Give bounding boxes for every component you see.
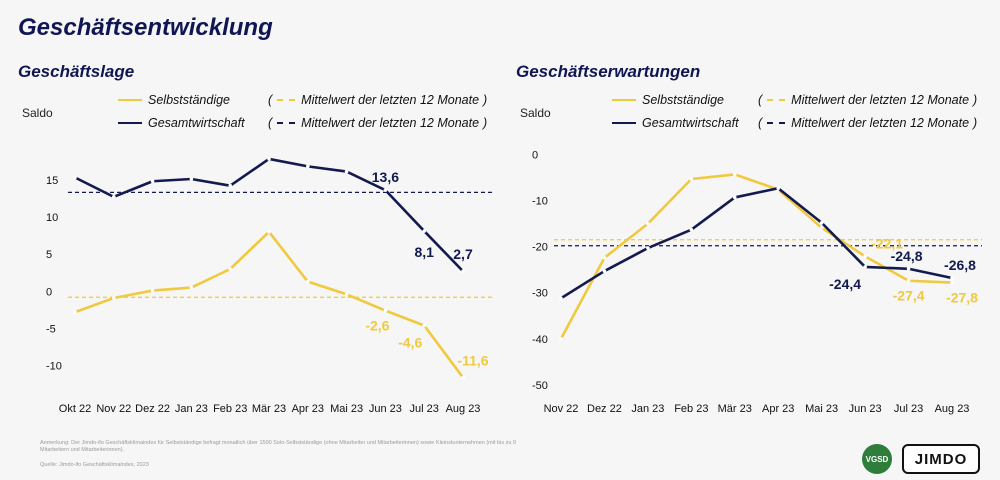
x-tick-label: Jul 23 (410, 403, 439, 415)
data-label: 2,7 (453, 246, 473, 262)
legend-avg-economy: ( Mittelwert der letzten 12 Monate ) (758, 116, 977, 130)
legend-swatch-economy (118, 122, 142, 124)
legend-avg-economy: ( Mittelwert der letzten 12 Monate ) (268, 116, 487, 130)
legend-paren-close: ) (483, 116, 488, 130)
legend-swatch-economy (612, 122, 636, 124)
data-label: 8,1 (414, 244, 434, 260)
legend-paren-open: ( (268, 116, 273, 130)
x-tick-label: Jun 23 (369, 403, 402, 415)
data-point-economy (189, 177, 194, 181)
data-point-self (306, 279, 310, 284)
footnote: Anmerkung: Der Jimdo-ifo Geschäftsklimai… (40, 440, 516, 453)
legend-paren-open: ( (268, 93, 273, 107)
data-label: -11,6 (457, 353, 488, 369)
legend-dash-self (767, 99, 786, 101)
y-tick-label: 0 (46, 286, 52, 298)
x-tick-label: Apr 23 (292, 403, 324, 415)
x-tick-label: Mär 23 (252, 403, 286, 415)
legend-paren-close: ) (973, 93, 978, 107)
data-point-economy (461, 269, 465, 274)
y-tick-label: -5 (46, 324, 56, 336)
vgsd-logo: VGSD (862, 444, 892, 474)
legend-paren-close: ) (483, 93, 488, 107)
data-point-self (422, 323, 427, 328)
legend-paren-close: ) (973, 116, 978, 130)
x-tick-label: Jan 23 (175, 403, 208, 415)
data-label: -2,6 (365, 318, 389, 334)
data-point-economy (150, 179, 155, 184)
data-point-self (344, 292, 349, 297)
y-tick-label: -10 (46, 361, 62, 373)
legend-paren-open: ( (758, 116, 763, 130)
legend-avg-label: Mittelwert der letzten 12 Monate (791, 93, 970, 107)
data-point-economy (344, 169, 349, 174)
data-point-economy (73, 175, 77, 180)
chart-title-geschaeftserwartungen: Geschäftserwartungen (516, 62, 701, 81)
legend-entry-self: Selbstständige ( Mittelwert der letzten … (612, 91, 977, 109)
x-tick-label: Mai 23 (330, 403, 363, 415)
data-point-self (73, 310, 77, 314)
legend-avg-label: Mittelwert der letzten 12 Monate (791, 116, 970, 130)
data-point-self (383, 308, 388, 313)
data-point-self (267, 230, 271, 234)
legend-avg-label: Mittelwert der letzten 12 Monate (301, 93, 480, 107)
data-point-self (461, 375, 465, 380)
legend-entry-economy: Gesamtwirtschaft ( Mittelwert der letzte… (612, 114, 977, 132)
legend-right: Selbstständige ( Mittelwert der letzten … (612, 91, 977, 137)
page-title: Geschäftsentwicklung (18, 14, 273, 41)
series-line-economy (74, 157, 464, 273)
legend-dash-self (277, 99, 296, 101)
data-point-economy (112, 195, 116, 199)
chart-title-geschaeftslage: Geschäftslage (18, 62, 135, 81)
data-point-self (228, 267, 232, 271)
y-tick-label: 10 (46, 212, 58, 224)
x-tick-label: Nov 22 (96, 403, 131, 415)
data-point-economy (422, 229, 427, 233)
data-point-self (189, 285, 194, 290)
x-tick-label: Aug 23 (446, 403, 481, 415)
y-tick-label: 5 (46, 249, 52, 261)
y-axis-label-left: Saldo (22, 106, 53, 120)
data-point-economy (267, 157, 271, 161)
legend-avg-label: Mittelwert der letzten 12 Monate (301, 116, 480, 130)
x-tick-label: Feb 23 (213, 403, 247, 415)
source-note: Quelle: Jimdo-ifo Geschäftsklimaindex, 2… (40, 462, 149, 468)
x-tick-label: Dez 22 (135, 403, 170, 415)
y-axis-label-right: Saldo (520, 106, 551, 120)
data-point-economy (383, 188, 388, 192)
legend-entry-self: Selbstständige ( Mittelwert der letzten … (118, 91, 487, 109)
legend-swatch-self (118, 99, 142, 101)
data-point-economy (228, 183, 232, 188)
legend-dash-economy (767, 122, 786, 124)
legend-avg-self: ( Mittelwert der letzten 12 Monate ) (758, 93, 977, 107)
jimdo-logo: JIMDO (902, 444, 980, 474)
series-line-self (74, 230, 465, 379)
legend-entry-economy: Gesamtwirtschaft ( Mittelwert der letzte… (118, 114, 487, 132)
legend-paren-open: ( (758, 93, 763, 107)
y-tick-label: 15 (46, 175, 58, 187)
data-point-self (112, 296, 116, 300)
legend-label-self: Selbstständige (642, 93, 725, 107)
data-point-self (150, 288, 155, 293)
legend-avg-self: ( Mittelwert der letzten 12 Monate ) (268, 93, 487, 107)
legend-label-economy: Gesamtwirtschaft (642, 116, 739, 130)
legend-dash-economy (277, 122, 296, 124)
legend-left: Selbstständige ( Mittelwert der letzten … (118, 91, 487, 137)
legend-swatch-self (612, 99, 636, 101)
data-label: 13,6 (372, 169, 399, 185)
data-point-economy (306, 164, 310, 169)
x-tick-label: Okt 22 (59, 403, 91, 415)
legend-label-self: Selbstständige (148, 93, 231, 107)
legend-label-economy: Gesamtwirtschaft (148, 116, 245, 130)
data-label: -4,6 (398, 335, 422, 351)
